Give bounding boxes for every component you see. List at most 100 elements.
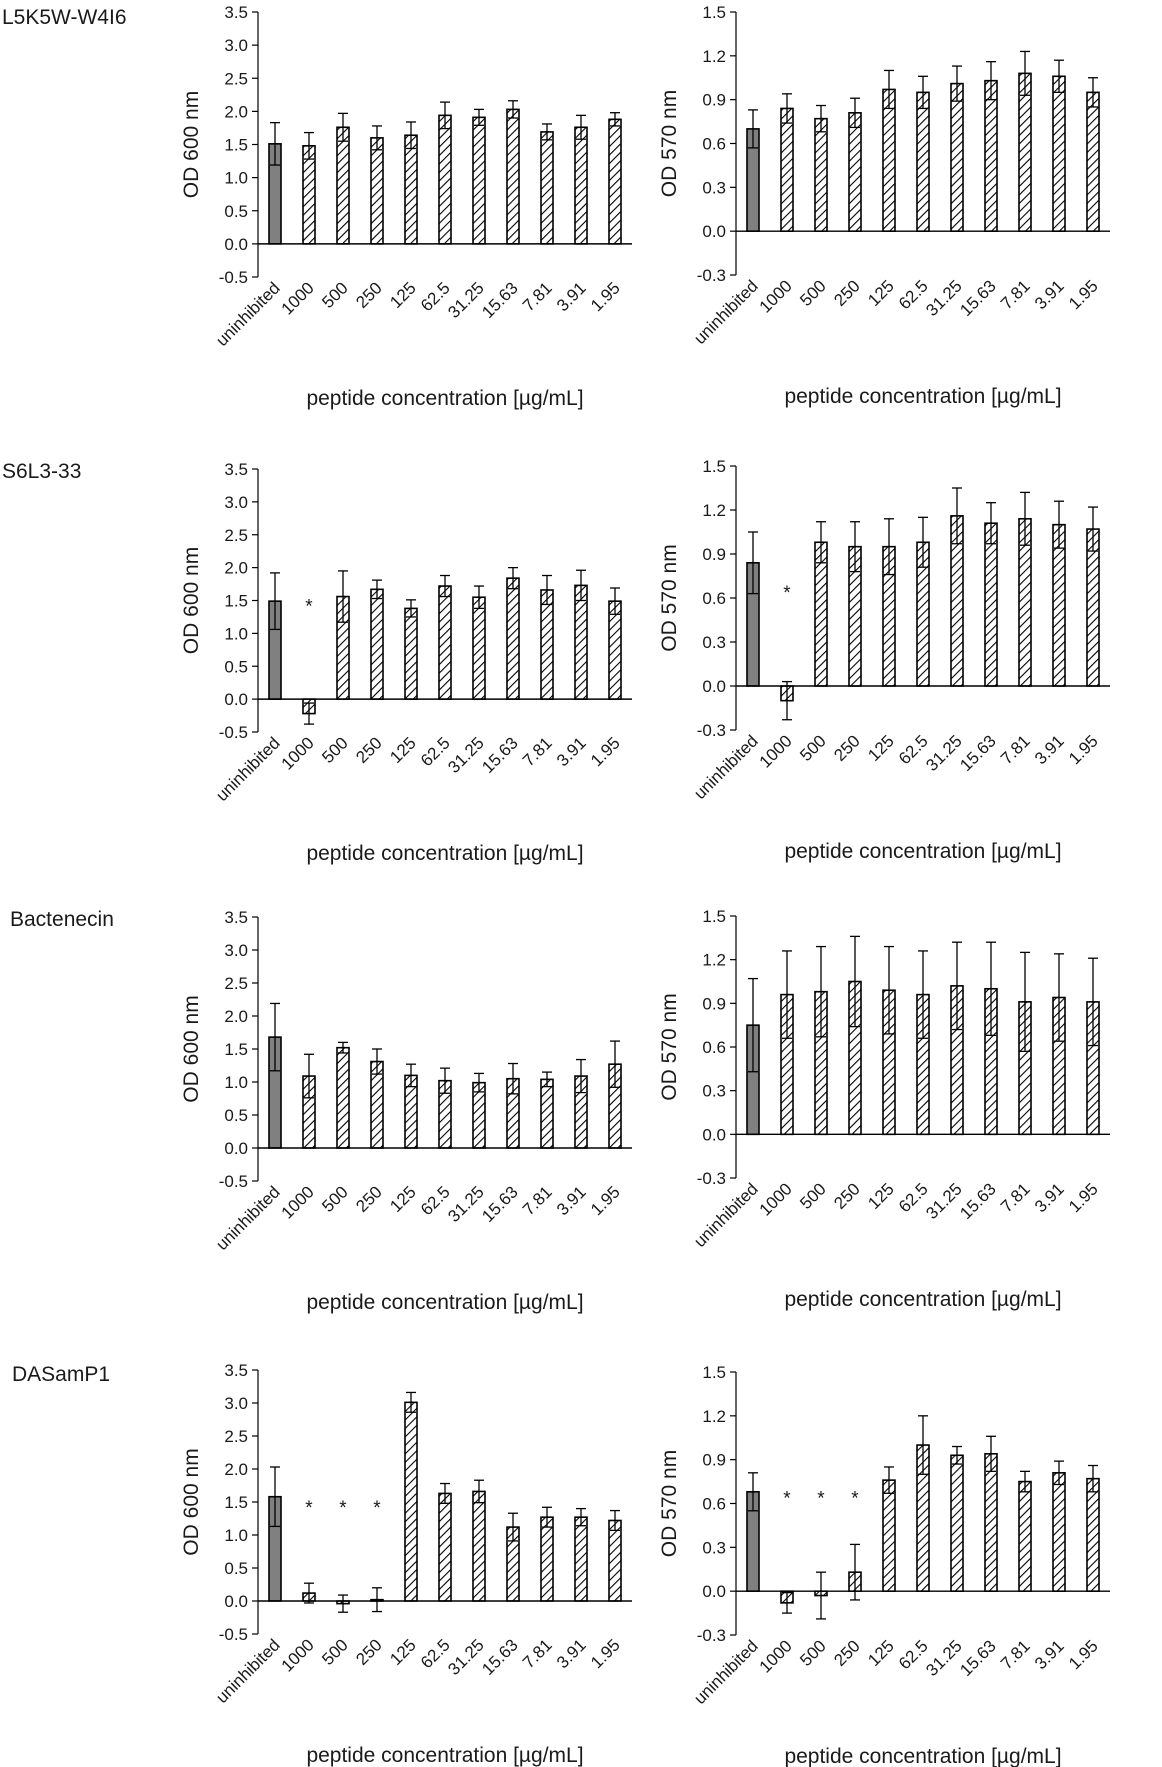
y-tick-label: 3.5 <box>224 1361 248 1380</box>
x-tick-label: 31.25 <box>444 733 488 777</box>
x-tick-label: 500 <box>318 733 351 766</box>
y-tick-label: -0.5 <box>219 723 248 742</box>
bar-31.25 <box>472 1490 486 1602</box>
bar-7.81 <box>540 1078 554 1149</box>
bar-500 <box>814 541 828 687</box>
x-tick-label: uninhibited <box>690 1636 762 1708</box>
y-tick-label: 3.0 <box>224 941 248 960</box>
x-tick-label: 250 <box>830 276 863 309</box>
chart-panel-0: -0.5 0.0 0.5 1.0 1.5 2.0 2.5 3.0 3.5 OD 600 nm uni… <box>180 3 632 410</box>
y-tick-label: 0.0 <box>224 1139 248 1158</box>
bar-31.25 <box>950 1454 964 1592</box>
bar-1.95 <box>1086 91 1100 232</box>
significance-marker: * <box>783 1488 791 1509</box>
x-tick-label: 7.81 <box>997 1636 1034 1673</box>
x-tick-label: 15.63 <box>478 733 522 777</box>
x-tick-label: 1000 <box>278 1182 318 1222</box>
x-tick-label: 1.95 <box>1065 276 1102 313</box>
y-tick-label: 2.5 <box>224 1427 248 1446</box>
y-tick-label: 3.5 <box>224 3 248 22</box>
bar-250 <box>370 137 384 245</box>
bar-3.91 <box>574 126 588 245</box>
y-axis-title: OD 600 nm <box>180 547 203 654</box>
x-tick-label: 7.81 <box>997 276 1034 313</box>
y-tick-label: 0.0 <box>702 1582 726 1601</box>
x-tick-label: 1000 <box>756 731 796 771</box>
y-tick-label: 2.5 <box>224 69 248 88</box>
x-tick-label: 15.63 <box>956 1636 1000 1680</box>
bar-15.63 <box>984 79 998 232</box>
bar-7.81 <box>540 131 554 245</box>
x-tick-label: 7.81 <box>519 278 556 315</box>
bar-1000 <box>302 145 316 245</box>
bar-125 <box>882 88 896 232</box>
x-axis-title: peptide concentration [µg/mL] <box>784 840 1061 863</box>
x-tick-label: 3.91 <box>553 733 590 770</box>
x-tick-label: 3.91 <box>1031 1179 1068 1216</box>
chart-panel-2: -0.5 0.0 0.5 1.0 1.5 2.0 2.5 3.0 3.5 OD 600 nm uni… <box>180 460 632 865</box>
y-tick-label: 1.0 <box>224 624 248 643</box>
y-tick-label: 0.5 <box>224 202 248 221</box>
bar-7.81 <box>540 589 554 700</box>
x-tick-label: uninhibited <box>212 278 284 350</box>
x-tick-label: 1.95 <box>1065 731 1102 768</box>
x-tick-label: 7.81 <box>997 731 1034 768</box>
x-tick-label: uninhibited <box>690 1179 762 1251</box>
y-axis-title: OD 600 nm <box>180 1448 203 1555</box>
y-tick-label: 1.5 <box>224 1493 248 1512</box>
chart-panel-3: -0.3 0.0 0.3 0.6 0.9 1.2 1.5 OD 570 nm uninhibit… <box>658 457 1110 863</box>
x-tick-label: 125 <box>864 731 897 764</box>
x-tick-label: 250 <box>352 1182 385 1215</box>
bar-125 <box>404 607 418 700</box>
x-tick-label: 7.81 <box>519 1182 556 1219</box>
y-tick-label: 1.5 <box>702 907 726 926</box>
y-axis-title: OD 600 nm <box>180 995 203 1102</box>
significance-marker: * <box>817 1488 825 1509</box>
x-tick-label: 15.63 <box>478 278 522 322</box>
y-tick-label: 1.2 <box>702 47 726 66</box>
x-tick-label: 125 <box>386 1182 419 1215</box>
bar-62.5 <box>438 1492 452 1602</box>
bar-31.25 <box>950 82 964 232</box>
chart-panel-4: -0.5 0.0 0.5 1.0 1.5 2.0 2.5 3.0 3.5 OD 600 nm uni… <box>180 908 632 1314</box>
x-tick-label: 31.25 <box>922 276 966 320</box>
bar-500 <box>336 126 350 245</box>
x-tick-label: 125 <box>864 276 897 309</box>
x-tick-label: 125 <box>864 1636 897 1669</box>
x-axis-title: peptide concentration [µg/mL] <box>784 385 1061 408</box>
y-tick-label: 1.0 <box>224 169 248 188</box>
y-tick-label: 3.5 <box>224 460 248 479</box>
bar-31.25 <box>472 596 486 700</box>
x-tick-label: 250 <box>830 1636 863 1669</box>
x-tick-label: 500 <box>796 731 829 764</box>
x-axis-title: peptide concentration [µg/mL] <box>784 1288 1061 1311</box>
bar-3.91 <box>1052 1472 1066 1592</box>
x-tick-label: 500 <box>796 1179 829 1212</box>
y-tick-label: 0.3 <box>702 1538 726 1557</box>
y-tick-label: 0.6 <box>702 1038 726 1057</box>
x-tick-label: 1000 <box>756 1179 796 1219</box>
x-tick-label: 1.95 <box>587 733 624 770</box>
x-axis-title: peptide concentration [µg/mL] <box>306 842 583 865</box>
y-tick-label: -0.5 <box>219 1625 248 1644</box>
significance-marker: * <box>339 1498 347 1519</box>
y-tick-label: 3.0 <box>224 36 248 55</box>
y-tick-label: 1.5 <box>702 1363 726 1382</box>
bar-125 <box>404 134 418 245</box>
y-tick-label: 0.0 <box>224 235 248 254</box>
bar-125 <box>882 1479 896 1592</box>
x-tick-label: 500 <box>318 278 351 311</box>
y-tick-label: 0.3 <box>702 178 726 197</box>
x-tick-label: 1000 <box>278 278 318 318</box>
y-tick-label: 0.3 <box>702 633 726 652</box>
y-tick-label: -0.3 <box>697 721 726 740</box>
y-tick-label: 0.0 <box>702 222 726 241</box>
y-tick-label: 1.5 <box>702 3 726 22</box>
y-tick-label: 0.9 <box>702 1451 726 1470</box>
x-tick-label: 31.25 <box>444 1182 488 1226</box>
bar-15.63 <box>506 577 520 700</box>
bar-1.95 <box>608 118 622 245</box>
bar-1000 <box>780 107 794 232</box>
row-label-dasamp1: DASamP1 <box>12 1363 110 1386</box>
x-tick-label: 250 <box>830 1179 863 1212</box>
